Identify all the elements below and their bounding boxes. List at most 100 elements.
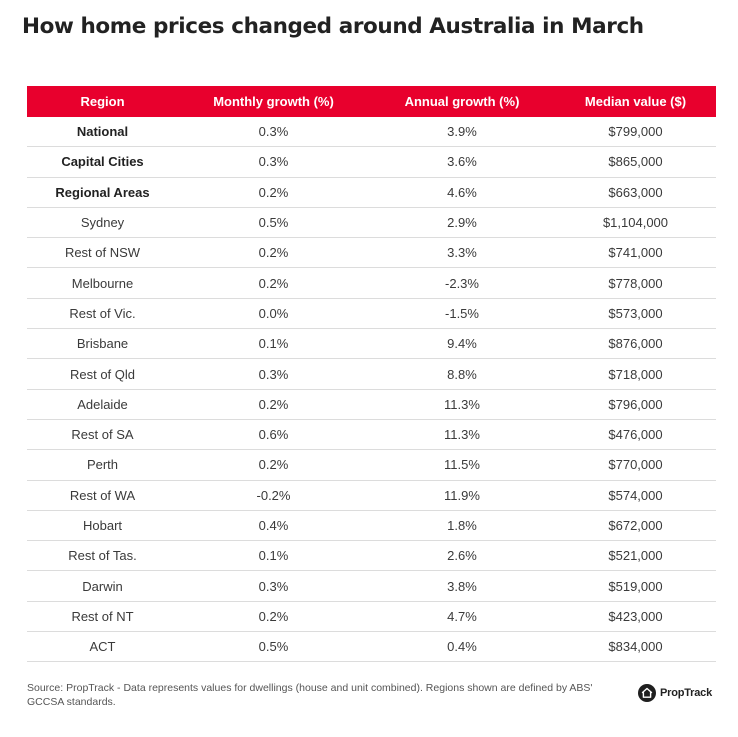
table-row: Rest of Qld 0.3% 8.8% $718,000 [27, 358, 716, 390]
cell-median-value: $1,104,000 [555, 207, 716, 239]
cell-annual-growth: 1.8% [369, 510, 555, 542]
table-row: Hobart 0.4% 1.8% $672,000 [27, 510, 716, 542]
cell-median-value: $876,000 [555, 328, 716, 360]
cell-region: Darwin [27, 570, 178, 602]
table-row: Regional Areas 0.2% 4.6% $663,000 [27, 177, 716, 208]
house-icon [638, 684, 656, 702]
table-row: Darwin 0.3% 3.8% $519,000 [27, 570, 716, 602]
cell-median-value: $834,000 [555, 631, 716, 663]
cell-monthly-growth: 0.1% [178, 540, 369, 572]
cell-region: Perth [27, 449, 178, 481]
table-row: Rest of WA -0.2% 11.9% $574,000 [27, 480, 716, 511]
cell-region: Rest of NSW [27, 237, 178, 269]
cell-monthly-growth: 0.0% [178, 298, 369, 330]
table-row: National 0.3% 3.9% $799,000 [27, 117, 716, 148]
cell-region: Rest of Tas. [27, 540, 178, 572]
cell-monthly-growth: 0.5% [178, 207, 369, 239]
page-title: How home prices changed around Australia… [22, 14, 644, 39]
column-header-monthly-growth: Monthly growth (%) [213, 94, 334, 109]
cell-monthly-growth: -0.2% [178, 480, 369, 511]
table-body: National 0.3% 3.9% $799,000 Capital Cities 0.… [27, 117, 716, 663]
cell-region: Rest of SA [27, 419, 178, 451]
cell-median-value: $519,000 [555, 570, 716, 602]
cell-monthly-growth: 0.2% [178, 177, 369, 208]
cell-monthly-growth: 0.3% [178, 117, 369, 148]
table-row: Brisbane 0.1% 9.4% $876,000 [27, 328, 716, 360]
cell-annual-growth: 3.6% [369, 146, 555, 178]
cell-annual-growth: -2.3% [369, 267, 555, 299]
price-table-container: Region Monthly growth (%) Annual growth … [27, 86, 716, 663]
cell-region: Rest of WA [27, 480, 178, 511]
cell-annual-growth: 11.9% [369, 480, 555, 511]
cell-annual-growth: 0.4% [369, 631, 555, 663]
cell-annual-growth: 4.7% [369, 601, 555, 633]
table-row: Perth 0.2% 11.5% $770,000 [27, 449, 716, 481]
table-row: Rest of NSW 0.2% 3.3% $741,000 [27, 237, 716, 269]
cell-median-value: $741,000 [555, 237, 716, 269]
column-header-region: Region [80, 94, 125, 109]
cell-region: Rest of Qld [27, 358, 178, 390]
cell-median-value: $770,000 [555, 449, 716, 481]
cell-annual-growth: 3.8% [369, 570, 555, 602]
table-row: Rest of Tas. 0.1% 2.6% $521,000 [27, 540, 716, 572]
table-row: Rest of Vic. 0.0% -1.5% $573,000 [27, 298, 716, 330]
cell-region: Melbourne [27, 267, 178, 299]
cell-median-value: $573,000 [555, 298, 716, 330]
column-header-annual-growth: Annual growth (%) [404, 94, 520, 109]
cell-region: Rest of NT [27, 601, 178, 633]
cell-region: Hobart [27, 510, 178, 542]
table-header-row: Region Monthly growth (%) Annual growth … [27, 86, 716, 117]
cell-monthly-growth: 0.3% [178, 358, 369, 390]
cell-annual-growth: 4.6% [369, 177, 555, 208]
cell-annual-growth: 3.9% [369, 117, 555, 148]
cell-annual-growth: 11.5% [369, 449, 555, 481]
cell-median-value: $574,000 [555, 480, 716, 511]
logo-wordmark: PropTrack [660, 687, 713, 699]
table-row: Rest of NT 0.2% 4.7% $423,000 [27, 601, 716, 633]
cell-median-value: $799,000 [555, 117, 716, 148]
cell-median-value: $718,000 [555, 358, 716, 390]
cell-median-value: $672,000 [555, 510, 716, 542]
cell-monthly-growth: 0.5% [178, 631, 369, 663]
cell-annual-growth: 2.6% [369, 540, 555, 572]
proptrack-logo: PropTrack [638, 684, 712, 702]
cell-region: ACT [27, 631, 178, 663]
cell-annual-growth: 2.9% [369, 207, 555, 239]
cell-region: Regional Areas [27, 177, 178, 208]
table-row: ACT 0.5% 0.4% $834,000 [27, 631, 716, 663]
cell-monthly-growth: 0.2% [178, 449, 369, 481]
cell-annual-growth: 9.4% [369, 328, 555, 360]
cell-region: Adelaide [27, 389, 178, 420]
cell-region: Rest of Vic. [27, 298, 178, 330]
cell-median-value: $865,000 [555, 146, 716, 178]
cell-monthly-growth: 0.4% [178, 510, 369, 542]
cell-median-value: $778,000 [555, 267, 716, 299]
cell-annual-growth: 11.3% [369, 389, 555, 420]
cell-median-value: $423,000 [555, 601, 716, 633]
table-row: Capital Cities 0.3% 3.6% $865,000 [27, 146, 716, 178]
cell-median-value: $521,000 [555, 540, 716, 572]
table-row: Adelaide 0.2% 11.3% $796,000 [27, 389, 716, 420]
cell-median-value: $663,000 [555, 177, 716, 208]
cell-annual-growth: -1.5% [369, 298, 555, 330]
cell-region: Brisbane [27, 328, 178, 360]
column-header-median-value: Median value ($) [584, 94, 687, 109]
cell-monthly-growth: 0.3% [178, 146, 369, 178]
cell-monthly-growth: 0.6% [178, 419, 369, 451]
cell-monthly-growth: 0.2% [178, 389, 369, 420]
cell-annual-growth: 3.3% [369, 237, 555, 269]
cell-monthly-growth: 0.2% [178, 267, 369, 299]
cell-annual-growth: 8.8% [369, 358, 555, 390]
cell-monthly-growth: 0.3% [178, 570, 369, 602]
cell-median-value: $476,000 [555, 419, 716, 451]
table-row: Rest of SA 0.6% 11.3% $476,000 [27, 419, 716, 451]
cell-monthly-growth: 0.2% [178, 237, 369, 269]
cell-monthly-growth: 0.1% [178, 328, 369, 360]
table-row: Sydney 0.5% 2.9% $1,104,000 [27, 207, 716, 239]
cell-region: National [27, 117, 178, 148]
cell-annual-growth: 11.3% [369, 419, 555, 451]
cell-region: Capital Cities [27, 146, 178, 178]
cell-median-value: $796,000 [555, 389, 716, 420]
source-note: Source: PropTrack - Data represents valu… [27, 682, 593, 708]
cell-region: Sydney [27, 207, 178, 239]
